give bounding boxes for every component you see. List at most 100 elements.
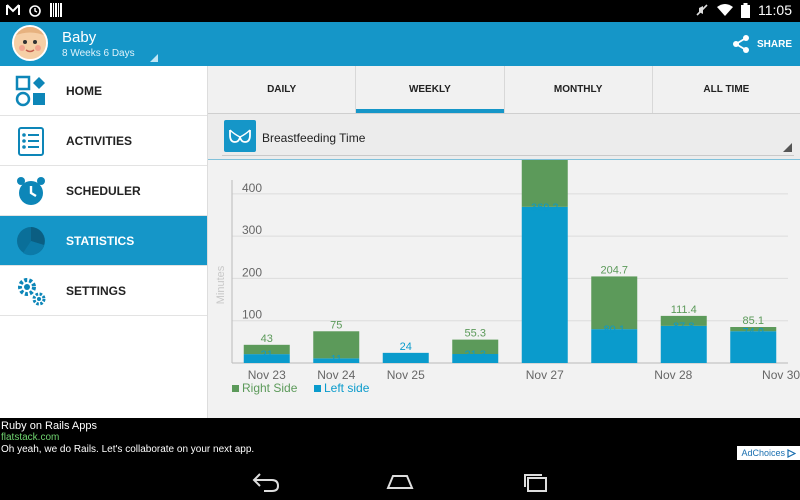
wifi-icon bbox=[717, 4, 733, 16]
period-tabs: DAILY WEEKLY MONTHLY ALL TIME bbox=[208, 66, 800, 114]
sidebar-nav: HOME ACTIVITIES SCHEDULER bbox=[0, 66, 208, 418]
bar-left-side bbox=[382, 352, 429, 363]
bra-icon bbox=[224, 120, 256, 152]
bar-left-label: 11 bbox=[331, 353, 342, 365]
grid-icon bbox=[15, 75, 45, 107]
breastfeeding-chart: 100200300400Minutes432175112455.321.3496… bbox=[208, 141, 800, 418]
baby-avatar[interactable] bbox=[12, 25, 48, 61]
bar-right-side bbox=[660, 315, 707, 326]
activity-selector-label: Breastfeeding Time bbox=[262, 131, 366, 145]
bar-left-label: 74.9 bbox=[743, 326, 764, 338]
recent-apps-icon[interactable] bbox=[520, 468, 552, 494]
sidebar-item-statistics[interactable]: STATISTICS bbox=[0, 216, 207, 266]
alarm-icon bbox=[29, 5, 41, 17]
barcode-icon bbox=[50, 3, 62, 17]
system-icons: 11:05 bbox=[695, 2, 792, 18]
home-icon[interactable] bbox=[384, 468, 416, 494]
sidebar-item-label: STATISTICS bbox=[66, 233, 135, 248]
y-tick-label: 100 bbox=[242, 308, 262, 322]
activity-selector[interactable]: Breastfeeding Time bbox=[222, 118, 794, 156]
list-icon bbox=[18, 127, 44, 156]
adchoices-button[interactable]: AdChoices bbox=[737, 446, 800, 460]
sidebar-item-label: ACTIVITIES bbox=[66, 133, 133, 148]
x-tick-label: Nov 24 bbox=[317, 368, 355, 382]
sidebar-item-home[interactable]: HOME bbox=[0, 66, 207, 116]
pie-chart-icon bbox=[17, 227, 45, 256]
bar-left-label: 21.3 bbox=[465, 349, 486, 361]
mute-icon bbox=[696, 4, 708, 16]
sidebar-item-label: SCHEDULER bbox=[66, 183, 141, 198]
bar-total-label: 204.7 bbox=[600, 264, 628, 276]
x-tick-label: Nov 25 bbox=[387, 368, 425, 382]
bar-left-side bbox=[591, 329, 638, 363]
x-tick-label: Nov 30 bbox=[762, 368, 800, 382]
bar-right-side bbox=[730, 327, 777, 332]
adchoices-icon bbox=[787, 448, 796, 458]
bar-right-side bbox=[521, 153, 568, 207]
bar-total-label: 75 bbox=[330, 319, 342, 331]
bar-total-label: 55.3 bbox=[465, 328, 486, 340]
statistics-panel: DAILY WEEKLY MONTHLY ALL TIME Breastfeed… bbox=[208, 66, 800, 418]
alarm-clock-icon bbox=[17, 177, 45, 205]
share-icon bbox=[732, 35, 749, 53]
sidebar-item-activities[interactable]: ACTIVITIES bbox=[0, 116, 207, 166]
legend-label-right-side: Right Side bbox=[242, 381, 298, 395]
ad-title[interactable]: Ruby on Rails Apps bbox=[1, 420, 97, 432]
bar-left-side bbox=[243, 354, 290, 363]
battery-icon bbox=[741, 2, 750, 18]
x-tick-label: Nov 23 bbox=[248, 368, 286, 382]
ad-url[interactable]: flatstack.com bbox=[1, 432, 60, 443]
baby-name[interactable]: Baby bbox=[62, 29, 97, 46]
status-bar: 11:05 bbox=[0, 0, 800, 22]
gmail-icon bbox=[6, 4, 20, 15]
x-tick-label: Nov 28 bbox=[654, 368, 692, 382]
system-navigation-bar bbox=[0, 462, 800, 500]
legend-swatch-left-side bbox=[314, 385, 321, 392]
x-tick-label: Nov 27 bbox=[526, 368, 564, 382]
sidebar-item-settings[interactable]: SETTINGS bbox=[0, 266, 207, 316]
bar-total-label: 111.4 bbox=[671, 304, 697, 316]
notification-icons bbox=[6, 3, 62, 17]
bar-chart: 100200300400Minutes432175112455.321.3496… bbox=[215, 141, 800, 395]
bar-total-label: 85.1 bbox=[743, 315, 764, 327]
tab-daily[interactable]: DAILY bbox=[208, 66, 357, 113]
ad-banner[interactable]: Ruby on Rails Apps flatstack.com Oh yeah… bbox=[0, 418, 800, 462]
share-label: SHARE bbox=[756, 38, 792, 50]
app-header: Baby 8 Weeks 6 Days SHARE bbox=[0, 22, 800, 66]
bar-right-side bbox=[243, 344, 290, 355]
sidebar-item-label: SETTINGS bbox=[66, 283, 127, 298]
bar-left-side bbox=[521, 206, 568, 363]
sidebar-item-scheduler[interactable]: SCHEDULER bbox=[0, 166, 207, 216]
baby-age: 8 Weeks 6 Days bbox=[62, 48, 135, 59]
gears-icon bbox=[18, 278, 46, 306]
clock-time: 11:05 bbox=[758, 2, 792, 18]
baby-face-icon bbox=[14, 27, 46, 59]
adchoices-label: AdChoices bbox=[741, 448, 785, 458]
bar-right-side bbox=[452, 339, 499, 354]
bar-left-label: 21 bbox=[261, 349, 273, 361]
selector-divider bbox=[208, 159, 800, 160]
sidebar-item-label: HOME bbox=[66, 83, 102, 98]
legend-label-left-side: Left side bbox=[324, 381, 370, 395]
y-tick-label: 300 bbox=[242, 223, 262, 237]
ad-description: Oh yeah, we do Rails. Let's collaborate … bbox=[1, 444, 255, 455]
bar-total-label: 43 bbox=[261, 333, 273, 345]
bar-right-side bbox=[591, 276, 638, 330]
back-icon[interactable] bbox=[250, 468, 282, 494]
tab-all-time[interactable]: ALL TIME bbox=[703, 84, 750, 95]
bar-left-label: 369.2 bbox=[531, 202, 559, 214]
y-tick-label: 400 bbox=[242, 181, 262, 195]
bar-total-label: 24 bbox=[400, 341, 412, 353]
tab-weekly[interactable]: WEEKLY bbox=[356, 66, 505, 113]
bar-left-label: 80.1 bbox=[604, 324, 625, 336]
share-button[interactable]: SHARE bbox=[731, 34, 792, 54]
legend-swatch-right-side bbox=[232, 385, 239, 392]
bar-left-side bbox=[313, 358, 360, 363]
baby-dropdown-indicator[interactable] bbox=[150, 54, 158, 62]
bar-right-side bbox=[313, 331, 360, 359]
y-tick-label: 200 bbox=[242, 265, 262, 279]
bar-left-side bbox=[660, 325, 707, 363]
tab-monthly[interactable]: MONTHLY bbox=[505, 66, 653, 113]
bar-left-label: 87.8 bbox=[673, 321, 694, 333]
